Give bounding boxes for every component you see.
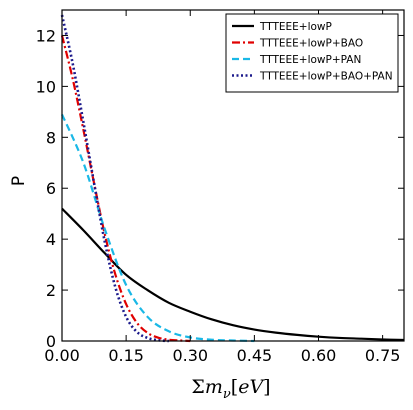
- x-tick-label: 0.45: [237, 346, 273, 365]
- x-axis-label-unit: eV: [238, 376, 265, 398]
- y-tick-label: 12: [36, 26, 56, 45]
- x-tick-label: 0.75: [365, 346, 401, 365]
- y-tick-label: 2: [46, 281, 56, 300]
- series-line-ttteee-lowp-bao-pan: [60, 14, 169, 343]
- legend-box: [225, 13, 399, 93]
- y-tick-label: 0: [46, 332, 56, 351]
- y-axis: 0 2 4 6 8 10 12: [36, 26, 404, 351]
- x-axis-label: Σmν[eV]: [191, 376, 270, 402]
- legend: TTTEEE+lowP TTTEEE+lowP+BAO TTTEEE+lowP+PA…: [225, 13, 399, 93]
- series-line-ttteee-lowp-pan: [60, 113, 255, 343]
- x-tick-label: 0.15: [108, 346, 144, 365]
- x-axis-label-subscript: ν: [223, 387, 231, 402]
- plot-frame: [61, 9, 405, 342]
- x-axis: 0.00 0.15 0.30 0.45 0.60 0.75: [44, 10, 400, 365]
- y-tick-label: 8: [46, 128, 56, 147]
- x-tick-label: 0.60: [301, 346, 337, 365]
- x-tick-label: 0.00: [44, 346, 80, 365]
- curves: [60, 14, 405, 343]
- y-axis-label: P: [9, 176, 29, 186]
- x-axis-label-sigma: Σ: [191, 376, 204, 398]
- series-line-ttteee-lowp: [61, 207, 405, 342]
- x-axis-label-bracket-close: ]: [263, 376, 270, 398]
- legend-label-ttteee-lowp: TTTEEE+lowP: [259, 21, 332, 33]
- x-tick-label: 0.30: [172, 346, 208, 365]
- y-tick-label: 10: [36, 77, 56, 96]
- legend-label-ttteee-lowp-bao: TTTEEE+lowP+BAO: [259, 38, 363, 50]
- x-axis-label-m: m: [205, 376, 223, 398]
- x-axis-label-bracket-open: [: [231, 376, 238, 398]
- legend-label-ttteee-lowp-pan: TTTEEE+lowP+PAN: [259, 54, 361, 66]
- legend-label-ttteee-lowp-bao-pan: TTTEEE+lowP+BAO+PAN: [259, 71, 393, 83]
- series-line-ttteee-lowp-bao: [60, 35, 191, 343]
- y-tick-label: 4: [46, 230, 56, 249]
- y-tick-label: 6: [46, 179, 56, 198]
